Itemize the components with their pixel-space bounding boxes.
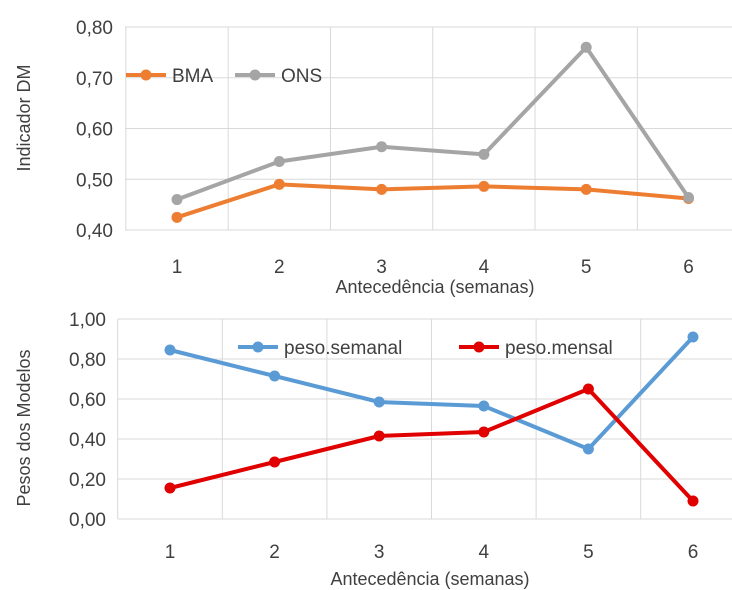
data-point-bma	[171, 211, 183, 223]
series-line-ons	[176, 45, 691, 202]
data-point-peso-semanal	[373, 396, 385, 408]
legend-bma-marker	[140, 69, 152, 81]
data-point-bma	[478, 180, 490, 192]
legend-entry-peso-mensal: peso.mensal	[459, 338, 613, 359]
series-line-peso-semanal	[169, 335, 695, 451]
data-point-peso-semanal	[582, 443, 594, 455]
y-tick-label: 0,80	[69, 350, 106, 371]
y-tick-label: 0,70	[76, 69, 113, 90]
y-tick-label: 0,40	[76, 221, 113, 242]
legend-peso-semanal-marker	[252, 341, 264, 353]
legend-peso-mensal-label: peso.mensal	[505, 338, 613, 359]
top-y-axis-label: Indicador DM	[14, 64, 34, 171]
data-point-peso-mensal	[164, 482, 176, 494]
data-point-bma	[273, 178, 285, 190]
top-series-group	[171, 41, 694, 223]
data-point-peso-mensal	[687, 495, 699, 507]
data-point-peso-mensal	[269, 456, 281, 468]
data-point-peso-semanal	[478, 400, 490, 412]
top-legend: BMA ONS	[126, 66, 322, 87]
top-x-axis-label: Antecedência (semanas)	[335, 277, 534, 297]
y-tick-label: 0,60	[76, 120, 113, 141]
x-tick-label: 3	[376, 257, 387, 278]
legend-peso-mensal-marker	[473, 341, 485, 353]
top-x-tick-labels: 1 2 3 4 5 6	[172, 257, 694, 278]
bottom-x-tick-labels: 1 2 3 4 5 6	[165, 542, 699, 563]
x-tick-label: 5	[581, 257, 592, 278]
y-tick-label: 0,20	[69, 470, 106, 491]
x-tick-label: 1	[172, 257, 183, 278]
x-tick-label: 2	[274, 257, 285, 278]
bottom-legend: peso.semanal peso.mensal	[238, 338, 613, 359]
x-tick-label: 5	[583, 542, 594, 563]
legend-entry-peso-semanal: peso.semanal	[238, 338, 402, 359]
data-point-peso-semanal	[687, 331, 699, 343]
x-tick-label: 4	[479, 257, 490, 278]
bottom-x-axis-label: Antecedência (semanas)	[330, 569, 529, 589]
bottom-gridlines	[117, 318, 732, 520]
data-point-ons	[376, 141, 388, 153]
data-point-bma	[580, 183, 592, 195]
data-point-peso-mensal	[582, 383, 594, 395]
y-tick-label: 0,80	[76, 18, 113, 39]
y-tick-label: 1,00	[69, 310, 106, 331]
top-y-tick-labels: 0,40 0,50 0,60 0,70 0,80	[76, 18, 113, 242]
chart-top: 0,40 0,50 0,60 0,70 0,80 1 2 3 4 5 6 Indicador DM…	[14, 18, 732, 297]
data-point-peso-mensal	[478, 426, 490, 438]
data-point-peso-semanal	[269, 370, 281, 382]
data-point-ons	[478, 148, 490, 160]
chart-bottom: 0,00 0,20 0,40 0,60 0,80 1,00 1 2 3 4 5 6 Pesos do…	[14, 310, 732, 589]
y-tick-label: 0,40	[69, 430, 106, 451]
legend-peso-semanal-label: peso.semanal	[284, 338, 402, 359]
data-point-bma	[376, 183, 388, 195]
legend-entry-bma: BMA	[126, 66, 214, 87]
bottom-y-tick-labels: 0,00 0,20 0,40 0,60 0,80 1,00	[69, 310, 106, 531]
y-tick-label: 0,00	[69, 510, 106, 531]
legend-bma-label: BMA	[172, 66, 214, 87]
x-tick-label: 4	[479, 542, 490, 563]
legend-ons-label: ONS	[281, 66, 322, 87]
data-point-ons	[273, 155, 285, 167]
y-tick-label: 0,50	[76, 170, 113, 191]
x-tick-label: 6	[688, 542, 699, 563]
data-point-ons	[683, 192, 694, 204]
data-point-ons	[580, 41, 592, 53]
data-point-peso-mensal	[373, 430, 385, 442]
bottom-y-axis-label: Pesos dos Modelos	[14, 349, 34, 506]
bottom-series-group	[164, 331, 699, 507]
x-tick-label: 2	[269, 542, 280, 563]
x-tick-label: 1	[165, 542, 176, 563]
series-line-bma	[176, 182, 689, 220]
legend-entry-ons: ONS	[235, 66, 322, 87]
data-point-peso-semanal	[164, 344, 176, 356]
y-tick-label: 0,60	[69, 390, 106, 411]
data-point-ons	[171, 194, 183, 206]
legend-ons-marker	[249, 69, 261, 81]
x-tick-label: 6	[683, 257, 694, 278]
x-tick-label: 3	[374, 542, 385, 563]
series-line-peso-mensal	[169, 387, 695, 503]
